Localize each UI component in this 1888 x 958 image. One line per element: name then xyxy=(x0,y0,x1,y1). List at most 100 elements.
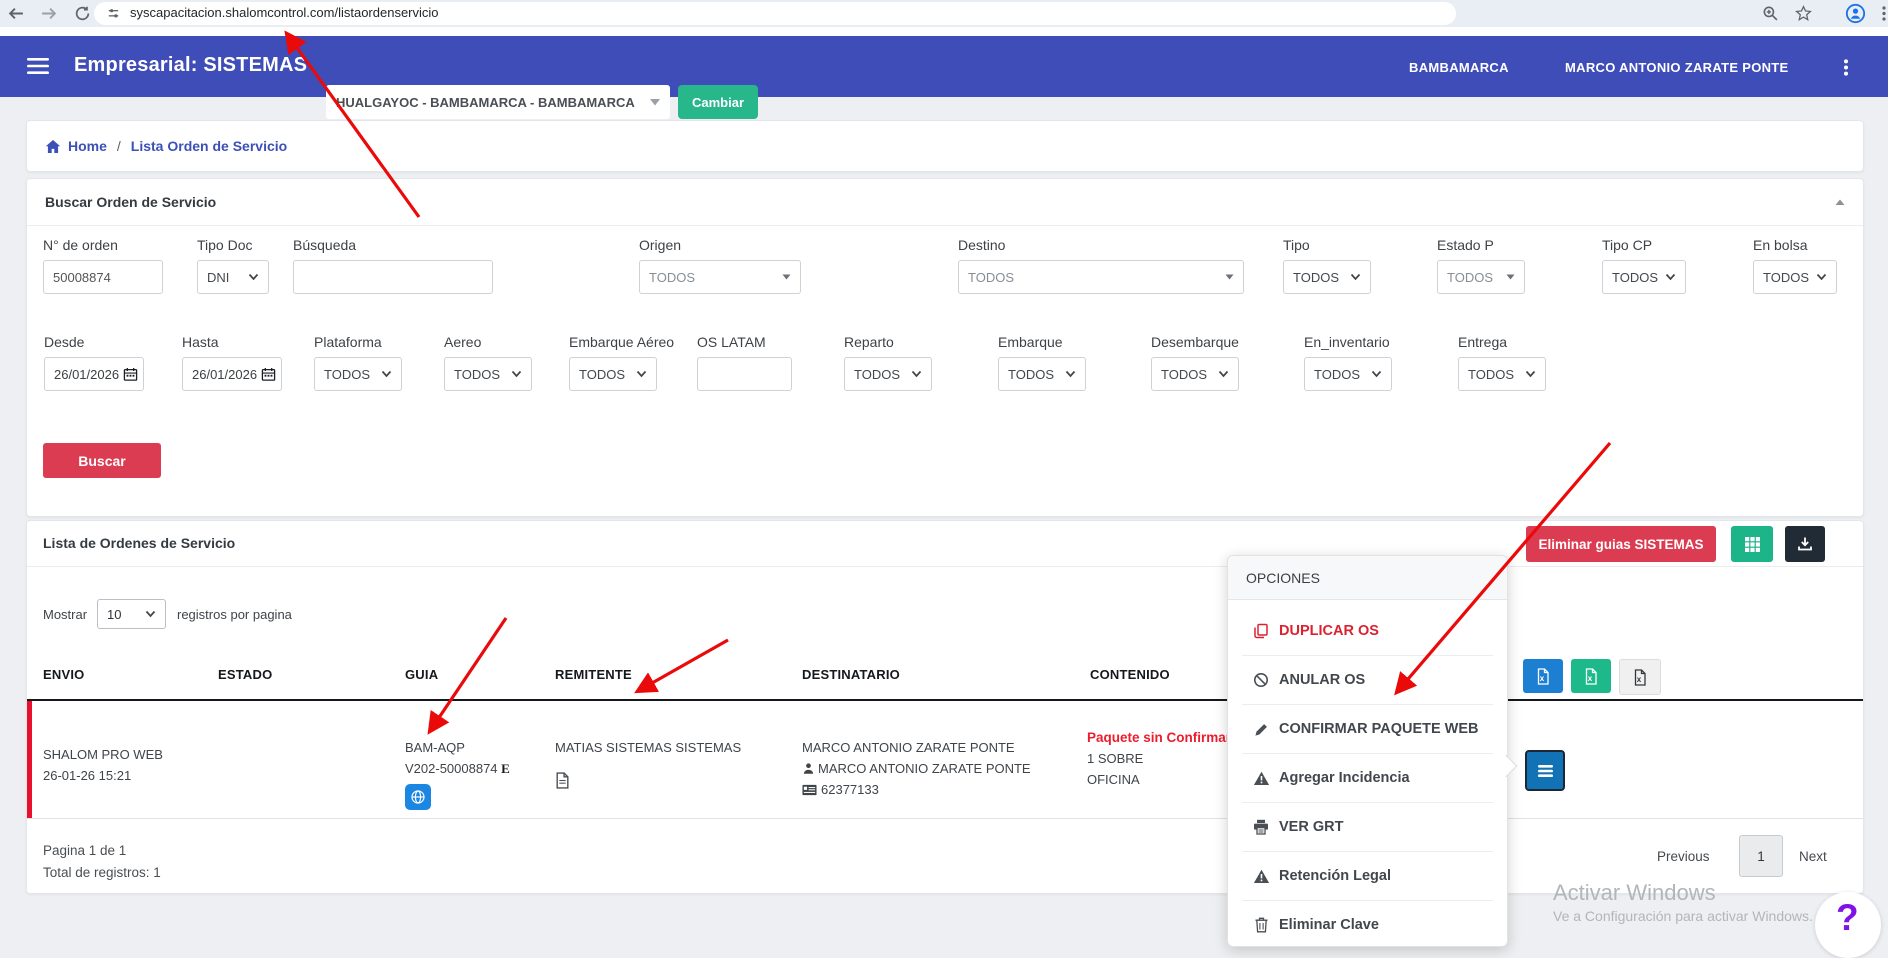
help-question-mark[interactable]: ? xyxy=(1836,897,1859,938)
user-menu[interactable]: MARCO ANTONIO ZARATE PONTE xyxy=(1565,60,1789,75)
zoom-icon[interactable] xyxy=(1762,5,1779,22)
guia-state-flag: E xyxy=(501,761,510,776)
package-state-select[interactable]: TODOS xyxy=(1437,260,1525,294)
in-inventory-select[interactable]: TODOS xyxy=(1304,357,1392,391)
package-state-field: Estado P TODOS xyxy=(1437,237,1525,294)
chevron-down-icon xyxy=(511,370,522,378)
search-panel-title: Buscar Orden de Servicio xyxy=(45,194,217,210)
pagination-page-1[interactable]: 1 xyxy=(1739,835,1783,877)
breadcrumb-separator: / xyxy=(116,138,121,154)
warning-icon xyxy=(1252,867,1270,885)
person-icon xyxy=(802,762,815,775)
home-icon xyxy=(45,139,61,154)
change-office-button[interactable]: Cambiar xyxy=(678,85,758,119)
order-number-input[interactable] xyxy=(43,260,163,294)
printer-icon xyxy=(1252,818,1270,836)
origin-select[interactable]: TODOS xyxy=(639,260,801,294)
guia-cell: BAM-AQP V202-50008874 E xyxy=(405,737,510,810)
caret-down-icon xyxy=(1225,274,1234,280)
pagination-previous[interactable]: Previous xyxy=(1657,849,1710,864)
air-select[interactable]: TODOS xyxy=(444,357,532,391)
column-contenido[interactable]: CONTENIDO xyxy=(1090,667,1170,682)
grid-view-button[interactable] xyxy=(1731,526,1773,562)
menu-item-agregar-incidencia[interactable]: Agregar Incidencia xyxy=(1242,754,1493,803)
pagination-next[interactable]: Next xyxy=(1799,849,1827,864)
calendar-icon[interactable] xyxy=(259,367,276,382)
row-divider xyxy=(27,818,1863,819)
url-text[interactable]: syscapacitacion.shalomcontrol.com/listao… xyxy=(130,5,439,20)
show-label: Mostrar xyxy=(43,607,88,622)
browser-reload-icon[interactable] xyxy=(74,5,91,22)
tracking-web-button[interactable] xyxy=(405,784,431,810)
os-latam-input[interactable] xyxy=(697,357,792,391)
export-excel-blue-button[interactable]: x xyxy=(1523,659,1563,693)
app-title: Empresarial: SISTEMAS xyxy=(74,54,308,76)
browser-menu-icon[interactable] xyxy=(1880,6,1888,21)
collapse-caret-icon[interactable] xyxy=(1835,199,1845,206)
destination-select[interactable]: TODOS xyxy=(958,260,1244,294)
menu-item-ver-grt[interactable]: VER GRT xyxy=(1242,803,1493,852)
office-select[interactable]: HUALGAYOC - BAMBAMARCA - BAMBAMARCA xyxy=(326,85,670,119)
status-badge: Paquete sin Confirmar xyxy=(1087,730,1232,745)
ban-icon xyxy=(1252,671,1270,689)
menu-item-duplicar-os[interactable]: DUPLICAR OS xyxy=(1242,607,1493,656)
bookmark-star-icon[interactable] xyxy=(1795,5,1812,22)
agency-label[interactable]: BAMBAMARCA xyxy=(1409,60,1509,75)
menu-item-anular-os[interactable]: ANULAR OS xyxy=(1242,656,1493,705)
menu-item-confirmar-paquete-web[interactable]: CONFIRMAR PAQUETE WEB xyxy=(1242,705,1493,754)
page-size-select[interactable]: 10 xyxy=(97,599,166,629)
download-button[interactable] xyxy=(1785,526,1825,562)
pencil-icon xyxy=(1252,720,1270,738)
air-boarding-select[interactable]: TODOS xyxy=(569,357,657,391)
site-info-icon[interactable] xyxy=(106,6,121,21)
export-excel-green-button[interactable]: x xyxy=(1571,659,1611,693)
chevron-down-icon xyxy=(1065,370,1076,378)
chevron-down-icon xyxy=(650,98,660,106)
id-card-icon xyxy=(802,784,817,796)
address-bar[interactable] xyxy=(94,2,1456,25)
row-options-button[interactable] xyxy=(1525,750,1565,791)
platform-select[interactable]: TODOS xyxy=(314,357,402,391)
delete-guides-button[interactable]: Eliminar guias SISTEMAS xyxy=(1526,526,1716,562)
menu-item-retencion-legal[interactable]: Retención Legal xyxy=(1242,852,1493,901)
excel-file-icon: x xyxy=(1583,667,1599,685)
unloading-select[interactable]: TODOS xyxy=(1151,357,1239,391)
column-guia[interactable]: GUIA xyxy=(405,667,439,682)
excel-file-icon: x xyxy=(1535,667,1551,685)
date-from-input[interactable]: 26/01/2026 xyxy=(44,357,144,391)
kebab-menu-icon[interactable] xyxy=(1843,59,1849,76)
delivery-select[interactable]: TODOS xyxy=(1458,357,1546,391)
options-menu-title: OPCIONES xyxy=(1228,556,1507,600)
browser-forward-icon[interactable] xyxy=(40,5,57,22)
page-info: Pagina 1 de 1 xyxy=(43,843,127,858)
calendar-icon[interactable] xyxy=(121,367,138,382)
breadcrumb-home-link[interactable]: Home xyxy=(68,138,107,154)
menu-item-eliminar-clave[interactable]: Eliminar Clave xyxy=(1242,901,1493,949)
chevron-down-icon xyxy=(911,370,922,378)
doc-type-select[interactable]: DNI xyxy=(197,260,269,294)
chevron-down-icon xyxy=(1525,370,1536,378)
search-button[interactable]: Buscar xyxy=(43,443,161,478)
origin-field: Origen TODOS xyxy=(639,237,801,294)
in-bag-select[interactable]: TODOS xyxy=(1753,260,1837,294)
app-header: Empresarial: SISTEMAS HUALGAYOC - BAMBAM… xyxy=(0,36,1888,119)
boarding-select[interactable]: TODOS xyxy=(998,357,1086,391)
export-excel-plain-button[interactable]: x xyxy=(1619,659,1661,695)
order-number-field: N° de orden xyxy=(43,237,163,294)
column-remitente[interactable]: REMITENTE xyxy=(555,667,632,682)
delivery-route-select[interactable]: TODOS xyxy=(844,357,932,391)
search-text-input[interactable] xyxy=(293,260,493,294)
date-to-input[interactable]: 26/01/2026 xyxy=(182,357,282,391)
browser-profile-icon[interactable] xyxy=(1845,3,1866,24)
chevron-down-icon xyxy=(1816,273,1827,281)
browser-back-icon[interactable] xyxy=(8,5,25,22)
cp-type-select[interactable]: TODOS xyxy=(1602,260,1686,294)
column-envio[interactable]: ENVIO xyxy=(43,667,85,682)
contenido-cell: Paquete sin Confirmar 1 SOBRE OFICINA xyxy=(1087,727,1231,790)
column-estado[interactable]: ESTADO xyxy=(218,667,273,682)
type-select[interactable]: TODOS xyxy=(1283,260,1371,294)
column-destinatario[interactable]: DESTINATARIO xyxy=(802,667,900,682)
envio-cell: SHALOM PRO WEB 26-01-26 15:21 xyxy=(43,747,163,783)
document-icon[interactable] xyxy=(555,772,741,789)
sidebar-toggle-icon[interactable] xyxy=(26,55,50,77)
